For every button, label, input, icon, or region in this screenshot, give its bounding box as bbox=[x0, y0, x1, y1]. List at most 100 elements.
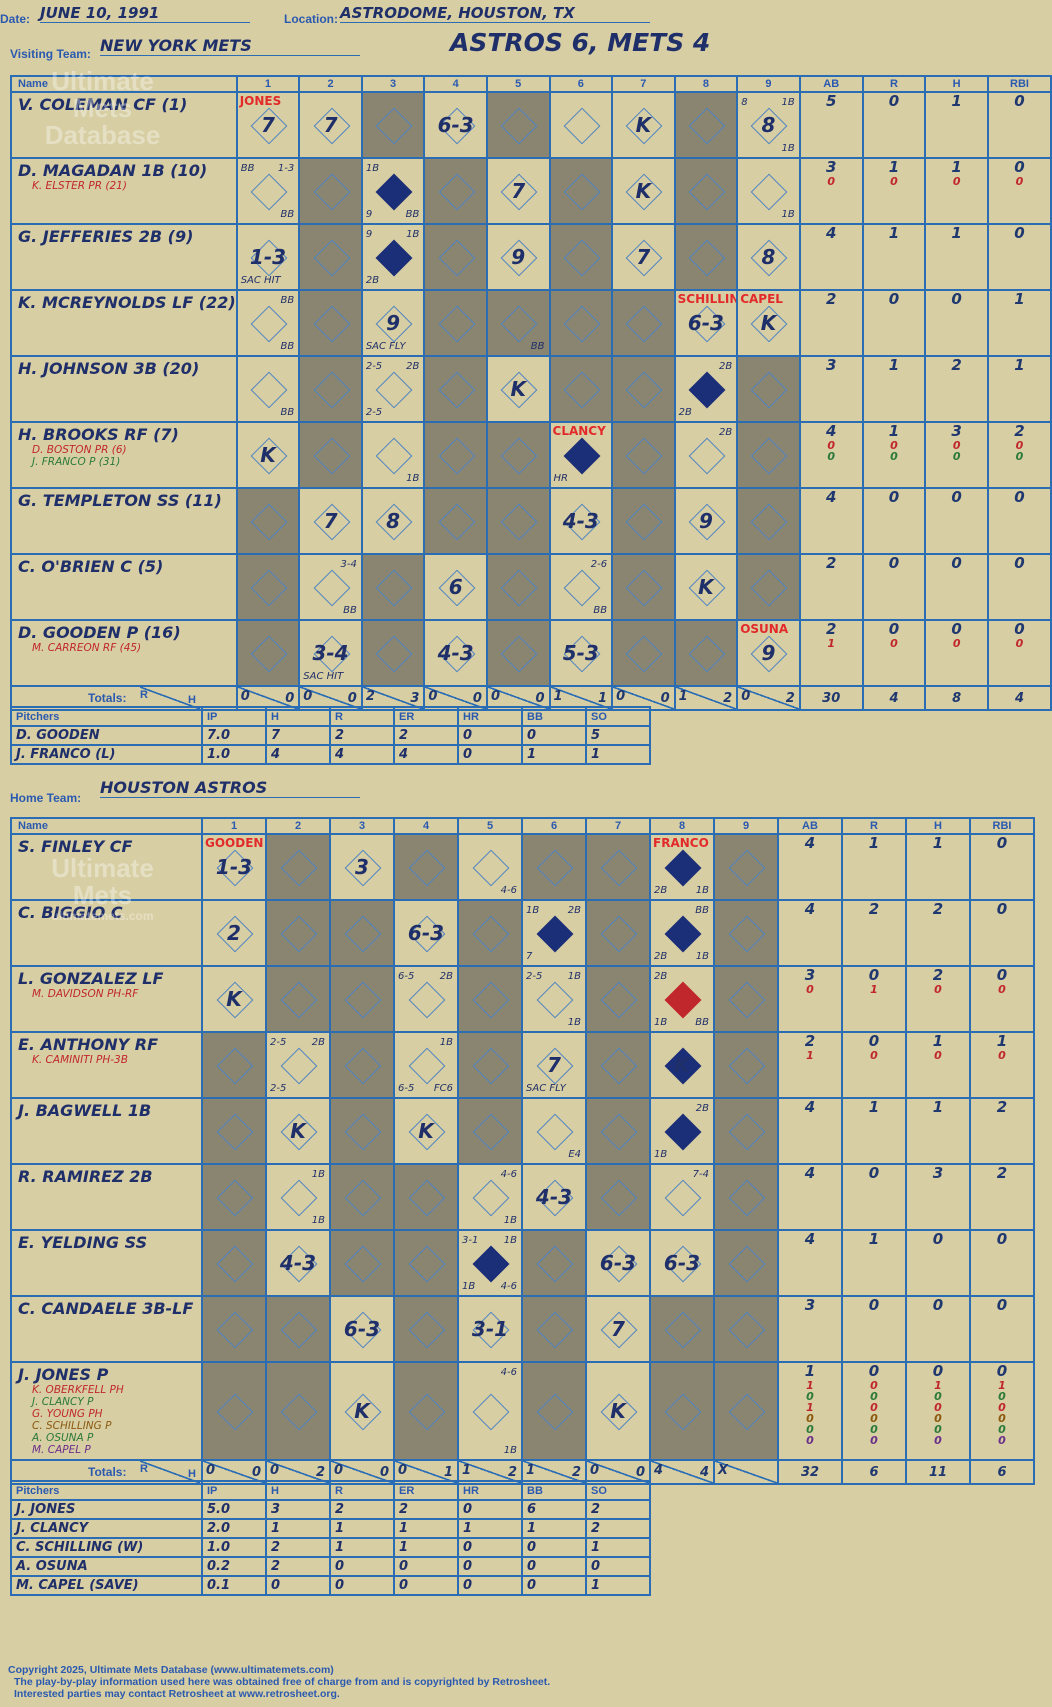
base-diamond bbox=[344, 1113, 382, 1151]
at-bat-cell: 6-3 bbox=[649, 1229, 715, 1297]
at-bat-cell: 3 bbox=[329, 833, 395, 901]
base-diamond bbox=[500, 305, 538, 343]
at-bat-cell: 7 bbox=[611, 223, 676, 291]
slash-divider bbox=[739, 688, 798, 708]
at-bat-cell: 4-3 bbox=[265, 1229, 331, 1297]
base-diamond bbox=[408, 1047, 446, 1085]
slash-divider bbox=[140, 1462, 200, 1482]
visiting-team-name: NEW YORK METS bbox=[100, 36, 360, 56]
base-diamond bbox=[600, 1179, 638, 1217]
stat-h: 2 bbox=[924, 355, 989, 423]
total-ab: 32 bbox=[777, 1459, 843, 1485]
at-bat-cell: 3-1 bbox=[457, 1295, 523, 1363]
pitcher-header: SO bbox=[585, 1480, 651, 1501]
stat-value: 1 bbox=[951, 92, 962, 110]
pitcher-header: R bbox=[329, 706, 395, 727]
stat-h: 0 bbox=[924, 553, 989, 621]
stat-value: 0 bbox=[951, 620, 962, 638]
total-rbi: 6 bbox=[969, 1459, 1035, 1485]
base-diamond bbox=[625, 569, 663, 607]
inning-header-9: 9 bbox=[736, 75, 801, 93]
at-bat-result: 7 bbox=[636, 245, 651, 269]
at-bat-cell bbox=[201, 1097, 267, 1165]
at-bat-cell: 9 OSUNA bbox=[736, 619, 801, 687]
at-bat-cell bbox=[585, 1097, 651, 1165]
at-bat-cell bbox=[521, 1361, 587, 1461]
base-diamond bbox=[250, 371, 288, 409]
pitcher-header: SO bbox=[585, 706, 651, 727]
stat-ab: 4 bbox=[777, 1097, 843, 1165]
stat-value: 1 bbox=[806, 1379, 814, 1392]
stat-value: 1 bbox=[804, 1362, 816, 1380]
stat-value: 1 bbox=[888, 422, 900, 440]
play-annotation: BB bbox=[280, 209, 295, 220]
base-diamond bbox=[536, 849, 574, 887]
inning-hits: 1 bbox=[598, 691, 608, 706]
substitute-name: J. FRANCO P (31) bbox=[32, 456, 121, 468]
batter-name-cell: C. CANDAELE 3B-LF bbox=[10, 1295, 203, 1363]
batter-row: V. COLEMAN CF (1) 7 JONES 7 6-3 K 8 8 1B 1B 5 0 1 0 bbox=[10, 91, 1052, 159]
at-bat-cell: 6 bbox=[423, 553, 488, 621]
pitcher-header: H bbox=[265, 1480, 331, 1501]
stat-rbi: 2 bbox=[969, 1163, 1035, 1231]
pitcher-stat: 0 bbox=[521, 725, 587, 746]
at-bat-cell: 4-3 bbox=[423, 619, 488, 687]
play-annotation: 2B bbox=[654, 951, 668, 962]
base-diamond bbox=[408, 1311, 446, 1349]
pitcher-stat: 2 bbox=[393, 1499, 459, 1520]
stat-value: 3 bbox=[825, 356, 837, 374]
play-annotation: 6-5 bbox=[398, 971, 415, 982]
inning-header-6: 6 bbox=[521, 817, 587, 835]
batter-row: E. YELDING SS 4-3 3-1 1B 1B 4-6 6-3 6-3 4 1 0 0 bbox=[10, 1229, 1035, 1297]
stat-header-rbi: RBI bbox=[986, 75, 1052, 93]
at-bat-result: 9 bbox=[386, 311, 401, 335]
base-diamond bbox=[408, 1393, 446, 1431]
base-diamond bbox=[664, 1393, 702, 1431]
base-diamond bbox=[688, 371, 726, 409]
base-diamond bbox=[250, 173, 288, 211]
pitcher-header: H bbox=[265, 706, 331, 727]
pitcher-stat: 6 bbox=[521, 1499, 587, 1520]
slash-divider bbox=[652, 1462, 712, 1482]
substitute-name: G. YOUNG PH bbox=[32, 1408, 103, 1420]
batter-name: E. ANTHONY RF bbox=[18, 1035, 159, 1054]
stat-value: 0 bbox=[934, 1412, 942, 1425]
play-annotation: 2B bbox=[311, 1037, 325, 1048]
stat-ab: 2 bbox=[798, 289, 864, 357]
base-diamond bbox=[563, 569, 601, 607]
substitute-name: M. CARREON RF (45) bbox=[32, 642, 142, 654]
at-bat-result: 6-3 bbox=[599, 1251, 637, 1275]
stat-r: 0 bbox=[861, 289, 927, 357]
play-annotation: BB bbox=[343, 605, 357, 616]
inning-runs: 2 bbox=[365, 689, 375, 704]
stat-value: 0 bbox=[934, 1434, 942, 1447]
at-bat-cell: K bbox=[393, 1097, 459, 1165]
stat-h: 1 bbox=[924, 91, 989, 159]
stat-h: 0 bbox=[905, 1229, 971, 1297]
batter-row: R. RAMIREZ 2B 1B 1B 4-6 1B 4-3 7-4 4 0 3 2 bbox=[10, 1163, 1035, 1231]
substitute-name: M. DAVIDSON PH-RF bbox=[32, 988, 139, 1000]
at-bat-result: K bbox=[635, 179, 652, 203]
pitcher-row: M. CAPEL (SAVE) 0.1 0 0 0 0 0 1 bbox=[10, 1575, 651, 1596]
play-annotation: BB bbox=[280, 341, 295, 352]
stat-value: 2 bbox=[825, 620, 837, 638]
pitching-change: OSUNA bbox=[740, 622, 789, 636]
inning-runs: 0 bbox=[334, 1463, 344, 1478]
base-diamond bbox=[280, 981, 318, 1019]
play-annotation: 2B bbox=[678, 407, 692, 418]
play-annotation: BB bbox=[280, 407, 295, 418]
pitcher-stat: 0.2 bbox=[201, 1556, 267, 1577]
base-diamond bbox=[438, 371, 476, 409]
pitcher-stat: 0 bbox=[457, 1499, 523, 1520]
at-bat-cell bbox=[360, 553, 426, 621]
play-annotation: 8 bbox=[741, 97, 748, 108]
batter-name-cell: E. YELDING SS bbox=[10, 1229, 203, 1297]
at-bat-cell: 2-5 2B 2-5 bbox=[360, 355, 426, 423]
play-annotation: 9 bbox=[365, 229, 373, 240]
pitcher-stat: 0 bbox=[329, 1575, 395, 1596]
stat-value: 0 bbox=[888, 620, 900, 638]
stat-value: 0 bbox=[934, 1423, 942, 1436]
stat-ab: 4 bbox=[798, 223, 864, 291]
